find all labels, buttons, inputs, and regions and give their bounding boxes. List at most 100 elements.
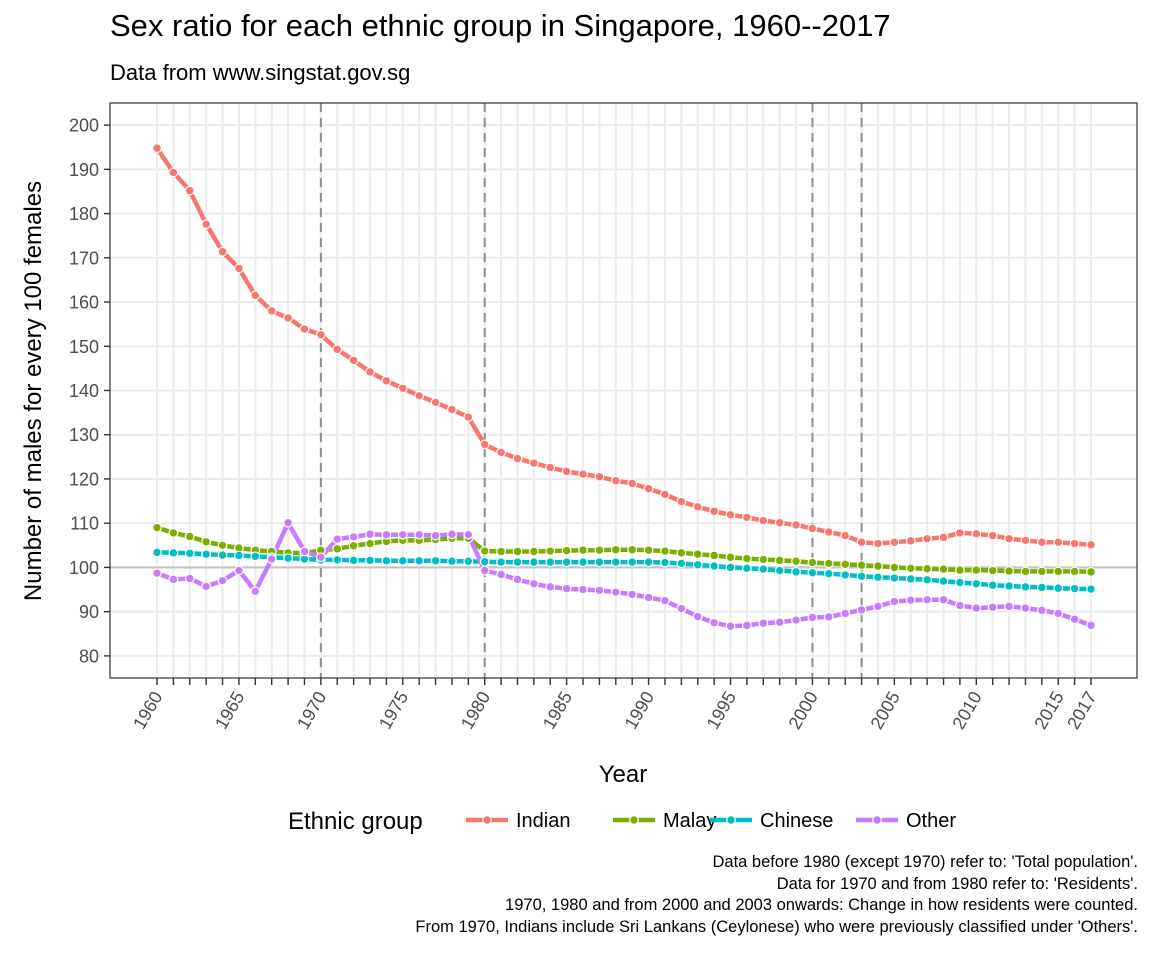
data-point-chinese [234, 550, 244, 561]
data-point-malay [168, 528, 179, 538]
data-point-indian [496, 447, 507, 458]
data-point-malay [1004, 566, 1014, 576]
data-point-malay [1020, 566, 1031, 577]
data-point-malay [823, 558, 834, 569]
data-point-malay [365, 538, 375, 549]
data-point-other [1069, 614, 1080, 625]
data-point-other [807, 612, 818, 623]
data-point-chinese [217, 550, 228, 560]
data-point-chinese [512, 557, 523, 568]
legend-label-indian: Indian [516, 810, 571, 832]
data-point-indian [315, 329, 326, 340]
y-tick-label: 120 [69, 469, 99, 489]
data-point-chinese [905, 574, 916, 584]
legend-key-point-indian [482, 815, 492, 825]
data-point-indian [938, 532, 949, 543]
data-point-other [528, 578, 539, 589]
data-point-chinese [1004, 581, 1014, 591]
data-point-other [479, 565, 490, 576]
data-point-chinese [610, 557, 621, 568]
data-point-indian [692, 501, 703, 512]
data-point-chinese [774, 565, 785, 576]
x-tick-label: 1960 [129, 688, 166, 733]
grid-lines [110, 103, 1137, 678]
data-point-other [152, 568, 162, 579]
data-point-indian [545, 462, 556, 473]
data-point-chinese [414, 555, 425, 566]
y-tick-label: 100 [69, 558, 99, 578]
data-point-indian [168, 167, 179, 178]
data-point-indian [299, 324, 310, 334]
data-point-other [709, 617, 720, 628]
data-point-malay [873, 561, 883, 571]
data-point-malay [889, 562, 900, 573]
data-point-indian [725, 509, 736, 520]
data-point-other [938, 594, 949, 605]
data-point-indian [152, 143, 162, 154]
data-point-other [905, 595, 916, 606]
data-point-malay [922, 563, 933, 574]
data-point-other [381, 529, 392, 540]
y-tick-label: 130 [69, 425, 99, 445]
data-point-indian [987, 530, 998, 541]
x-tick-label: 1980 [457, 688, 494, 733]
data-point-chinese [987, 580, 998, 591]
data-point-malay [758, 554, 769, 565]
x-tick-label: 2000 [785, 688, 822, 733]
data-point-indian [594, 471, 605, 482]
data-point-indian [578, 469, 588, 479]
data-point-indian [922, 533, 933, 544]
data-point-indian [1053, 537, 1064, 548]
y-axis-label: Number of males for every 100 females [20, 181, 47, 601]
data-point-malay [496, 546, 507, 557]
data-point-other [299, 546, 310, 557]
data-point-chinese [561, 557, 572, 568]
data-point-other [856, 604, 867, 615]
data-point-other [217, 575, 228, 586]
data-point-chinese [856, 571, 867, 582]
data-point-other [840, 608, 851, 619]
data-point-other [201, 581, 212, 592]
series-line-malay [154, 525, 1094, 575]
data-point-malay [905, 563, 916, 574]
data-point-other [610, 587, 621, 598]
data-point-other [545, 581, 556, 592]
data-point-other [463, 529, 474, 540]
data-point-malay [971, 565, 982, 575]
data-point-indian [627, 478, 638, 489]
data-point-chinese [1086, 584, 1096, 594]
data-point-chinese [1036, 582, 1047, 593]
reference-lines [110, 103, 1137, 678]
data-point-other [430, 530, 441, 541]
data-point-other [660, 595, 670, 606]
x-tick-label: 1985 [539, 688, 576, 733]
data-point-other [823, 612, 834, 622]
data-point-chinese [250, 551, 261, 562]
y-tick-label: 180 [69, 204, 99, 224]
chart-subtitle: Data from www.singstat.gov.sg [110, 60, 411, 85]
data-point-malay [152, 522, 162, 533]
data-point-malay [332, 543, 343, 554]
data-point-chinese [938, 576, 949, 587]
data-point-chinese [791, 566, 801, 577]
data-point-indian [512, 453, 523, 464]
data-point-malay [955, 565, 965, 575]
data-point-malay [610, 544, 621, 555]
data-point-other [594, 585, 605, 596]
data-point-malay [987, 565, 998, 576]
data-point-other [1020, 603, 1031, 614]
data-point-other [561, 583, 572, 594]
y-tick-label: 200 [69, 116, 99, 136]
data-point-malay [545, 546, 556, 556]
data-point-chinese [823, 568, 834, 579]
data-point-chinese [660, 557, 670, 568]
data-point-other [315, 552, 326, 563]
data-point-other [676, 603, 687, 614]
data-point-chinese [447, 556, 457, 567]
data-point-chinese [1069, 583, 1080, 594]
data-point-indian [283, 313, 293, 323]
data-point-indian [234, 263, 244, 274]
data-point-indian [955, 528, 965, 538]
y-tick-label: 90 [79, 602, 99, 622]
data-point-indian [791, 520, 801, 530]
